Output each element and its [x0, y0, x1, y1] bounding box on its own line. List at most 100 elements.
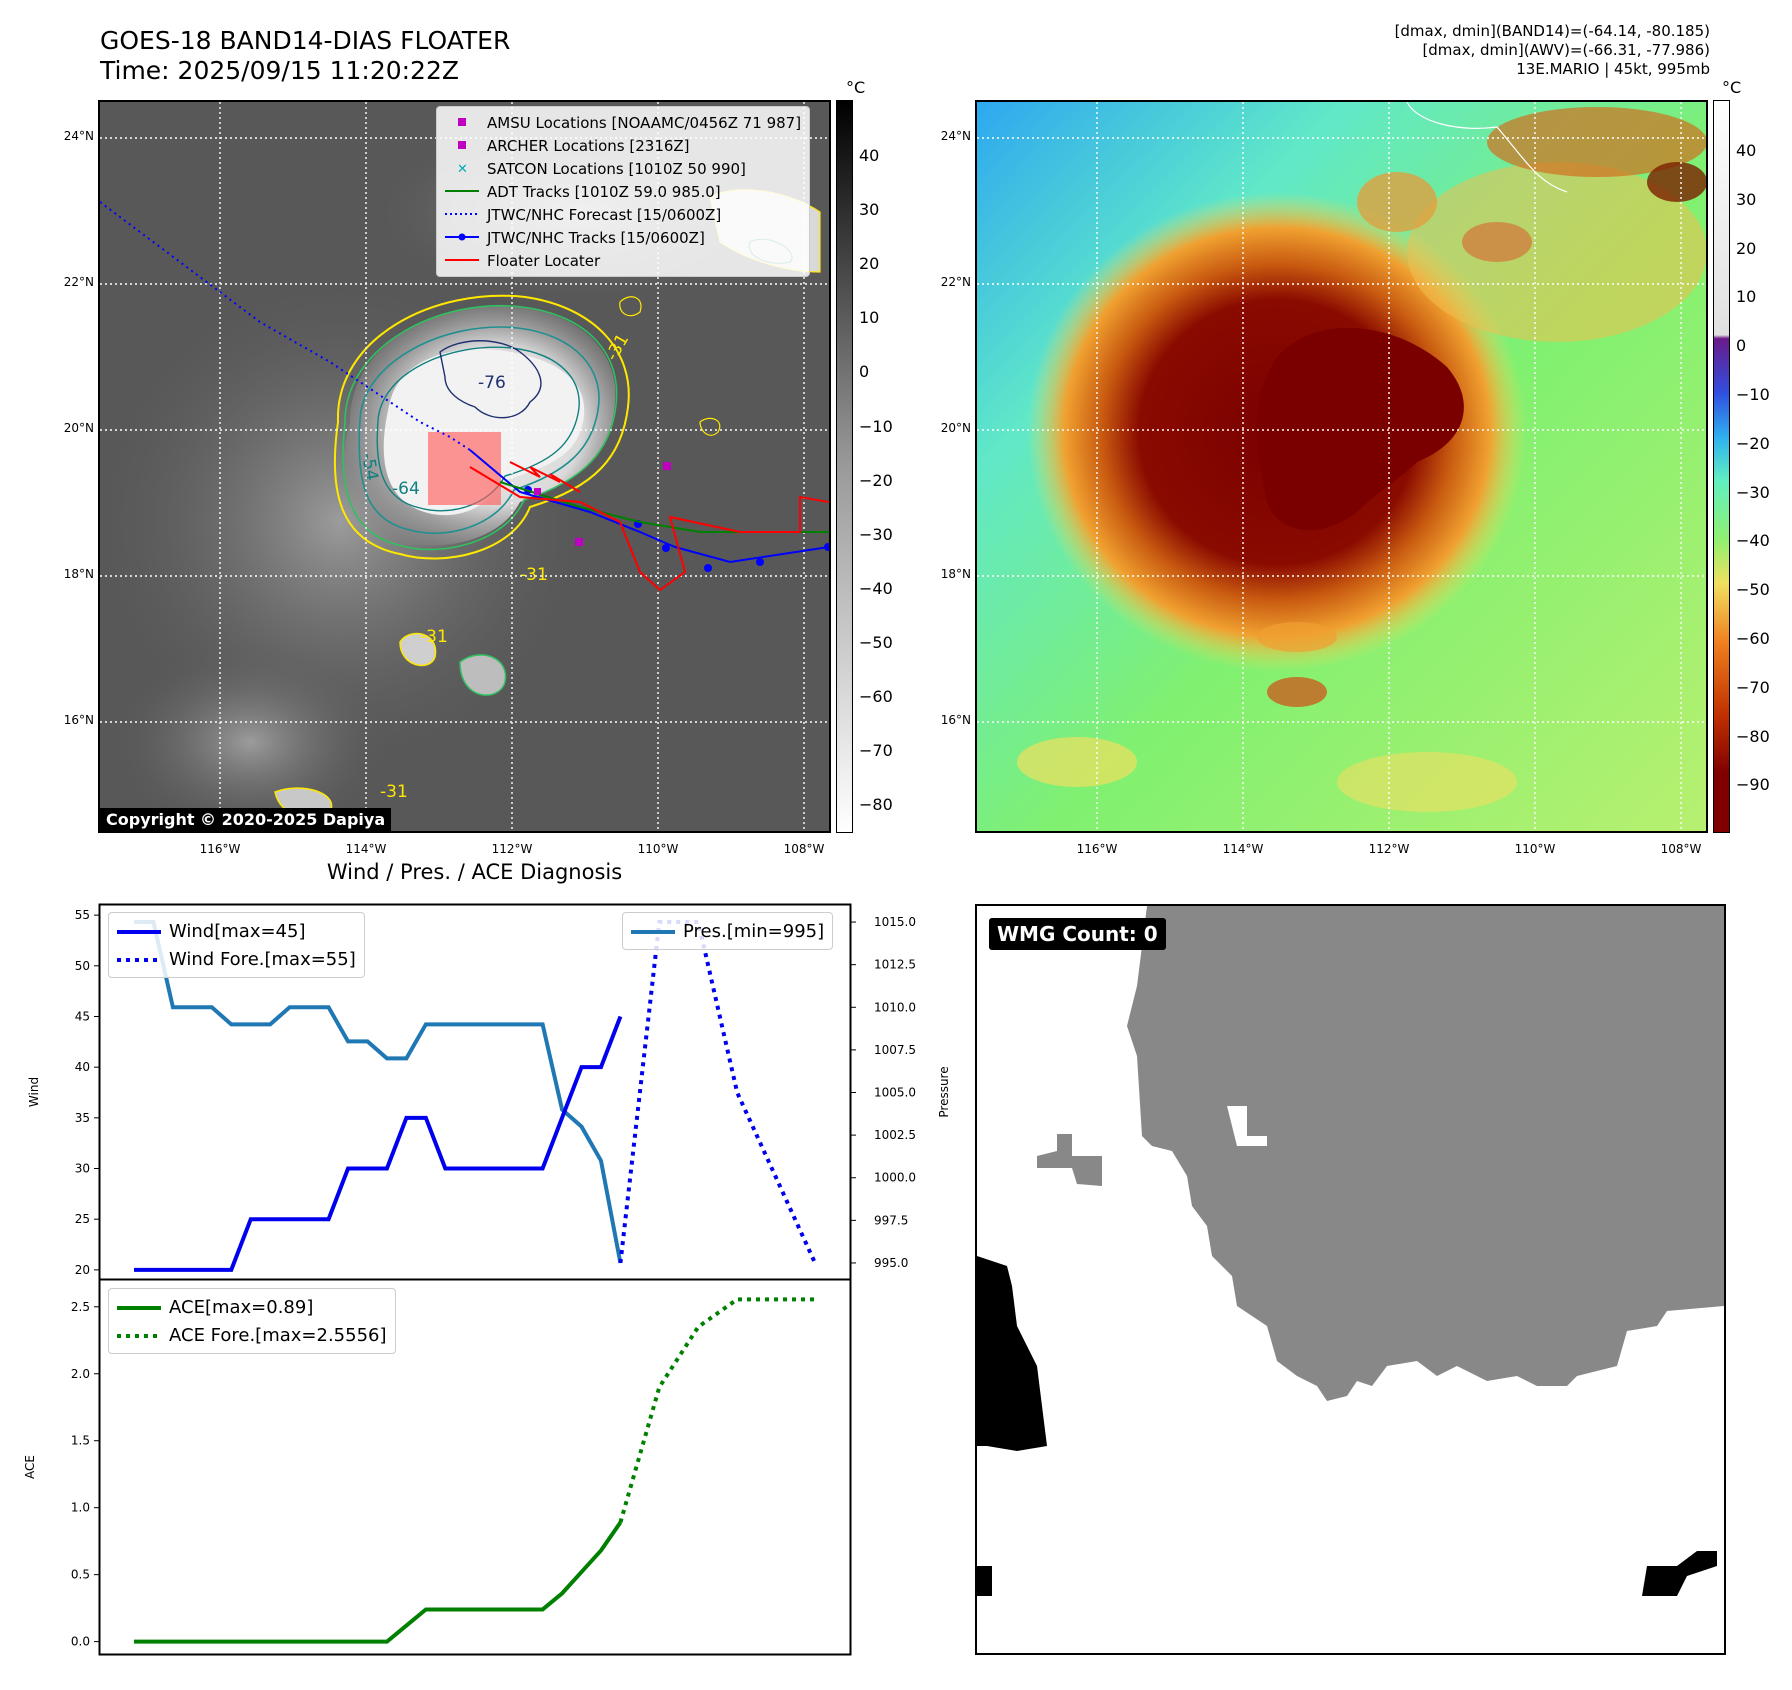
pressure-line — [134, 920, 623, 1264]
map-legend-label: Floater Locater — [487, 251, 601, 270]
pressure-tick-label: 1012.5 — [874, 958, 916, 972]
gray-colorbar-unit: °C — [846, 78, 866, 97]
gray-colorbar-tick: −80 — [859, 795, 893, 815]
wmg-count-label: WMG Count: 0 — [989, 918, 1166, 950]
pressure-tick-label: 997.5 — [874, 1213, 908, 1227]
gray-colorbar-tick: −50 — [859, 632, 893, 652]
gray-colorbar-tick: −60 — [859, 687, 893, 706]
contour-label: -31 — [380, 782, 408, 802]
gray-colorbar-tick: −70 — [859, 741, 893, 761]
ace-tick-label: 1.0 — [71, 1501, 90, 1515]
lon-tick-label: 116°W — [199, 842, 241, 856]
color-colorbar — [1713, 100, 1730, 833]
contour-label: -31 — [520, 565, 548, 585]
wind-ace-chart: Wind Pressure ACE 55 50 45 40 35 30 25 20 1015.0… — [23, 903, 951, 1656]
map-legend-item: Floater Locater — [445, 249, 801, 272]
contour-label: -76 — [478, 373, 506, 393]
lat-tick-label: 24°N — [940, 129, 971, 143]
lon-tick-label: 110°W — [637, 842, 679, 856]
color-colorbar-tick: −30 — [1736, 482, 1770, 502]
wind-legend: Wind[max=45] Wind Fore.[max=55] — [108, 912, 365, 978]
map-legend-label: JTWC/NHC Forecast [15/0600Z] — [487, 205, 722, 224]
lon-tick-label: 112°W — [491, 842, 533, 856]
pressure-tick-label: 995.0 — [874, 1256, 908, 1270]
pressure-legend-label: Pres.[min=995] — [683, 920, 825, 942]
color-colorbar-tick: 30 — [1736, 189, 1757, 209]
svg-text:✕: ✕ — [457, 162, 468, 174]
legend-symbol-icon — [445, 137, 479, 155]
color-colorbar-tick: −60 — [1736, 629, 1770, 648]
contour-label: -31 — [420, 627, 448, 647]
wind-legend-label: Wind[max=45] — [169, 920, 306, 942]
lat-tick-label: 20°N — [940, 421, 971, 435]
lon-tick-label: 110°W — [1514, 842, 1556, 856]
wmg-mask-image — [977, 906, 1724, 1596]
contour-label: -64 — [392, 479, 420, 499]
awv-map-panel — [975, 100, 1708, 833]
ace-tick-label: 2.5 — [71, 1300, 90, 1314]
gray-colorbar-tick: −40 — [859, 578, 893, 598]
lat-tick-label: 18°N — [63, 567, 94, 581]
color-colorbar-tick: −80 — [1736, 726, 1770, 746]
copyright-label: Copyright © 2020-2025 Dapiya — [100, 808, 392, 831]
nhc-track — [469, 449, 829, 564]
info-line-2: [dmax, dmin](AWV)=(-66.31, -77.986) — [1422, 41, 1710, 59]
wind-line — [134, 1015, 623, 1272]
lat-tick-label: 18°N — [940, 567, 971, 581]
map-legend-item: ADT Tracks [1010Z 59.0 985.0] — [445, 180, 801, 203]
wind-forecast-legend-label: Wind Fore.[max=55] — [169, 948, 356, 970]
color-colorbar-tick: 40 — [1736, 141, 1757, 160]
lon-tick-label: 114°W — [345, 842, 387, 856]
lon-tick-label: 112°W — [1368, 842, 1410, 856]
legend-symbol-icon — [445, 252, 479, 270]
legend-symbol-icon — [445, 114, 479, 132]
gray-colorbar — [836, 100, 853, 833]
wind-axis-label: Wind — [27, 1077, 41, 1107]
title-line-2: Time: 2025/09/15 11:20:22Z — [100, 56, 459, 85]
color-colorbar-tick: 10 — [1736, 287, 1757, 307]
lat-tick-label: 16°N — [940, 713, 971, 727]
gray-colorbar-tick: −20 — [859, 470, 893, 490]
pressure-tick-label: 1005.0 — [874, 1086, 916, 1100]
color-colorbar-tick: −10 — [1736, 385, 1770, 404]
floater-box — [428, 432, 501, 505]
diagnosis-title: Wind / Pres. / ACE Diagnosis — [326, 860, 623, 884]
wind-tick-label: 55 — [75, 908, 90, 922]
legend-symbol-icon — [445, 183, 479, 201]
floater-locater-track — [469, 466, 829, 592]
pressure-forecast-line — [618, 920, 817, 1264]
pressure-legend: Pres.[min=995] — [622, 912, 834, 950]
lon-tick-label: 108°W — [783, 842, 825, 856]
color-colorbar-tick: 0 — [1736, 336, 1747, 356]
wind-tick-label: 50 — [75, 959, 90, 973]
ace-legend-label: ACE[max=0.89] — [169, 1296, 314, 1318]
ace-legend: ACE[max=0.89] ACE Fore.[max=2.5556] — [108, 1288, 396, 1354]
lat-tick-label: 22°N — [940, 275, 971, 289]
map-legend-item: JTWC/NHC Forecast [15/0600Z] — [445, 203, 801, 226]
gray-colorbar-tick: 20 — [859, 254, 880, 274]
pressure-tick-label: 1015.0 — [874, 915, 916, 929]
gray-colorbar-tick: 10 — [859, 308, 880, 328]
gray-colorbar-tick: −10 — [859, 416, 893, 436]
wind-pres-plot-area — [98, 903, 852, 1281]
map-legend-label: ARCHER Locations [2316Z] — [487, 136, 690, 155]
color-colorbar-tick: −40 — [1736, 531, 1770, 551]
gray-colorbar-tick: 40 — [859, 146, 880, 165]
ace-axis-label: ACE — [23, 1455, 37, 1479]
gray-colorbar-tick: −30 — [859, 524, 893, 544]
map-legend-item: ARCHER Locations [2316Z] — [445, 134, 801, 157]
lat-tick-label: 20°N — [63, 421, 94, 435]
wind-tick-label: 20 — [75, 1263, 90, 1277]
map-legend-item: AMSU Locations [NOAAMC/0456Z 71 987] — [445, 111, 801, 134]
lon-tick-label: 116°W — [1076, 842, 1118, 856]
map-legend-label: ADT Tracks [1010Z 59.0 985.0] — [487, 182, 721, 201]
ace-tick-label: 0.5 — [71, 1568, 90, 1582]
wind-tick-label: 30 — [75, 1162, 90, 1176]
map-legend-label: SATCON Locations [1010Z 50 990] — [487, 159, 746, 178]
contour-label: -54 — [357, 451, 382, 482]
awv-gridlines — [977, 102, 1706, 831]
legend-symbol-icon — [445, 206, 479, 224]
map-legend-item: ✕ SATCON Locations [1010Z 50 990] — [445, 157, 801, 180]
wmg-panel: WMG Count: 0 — [975, 904, 1726, 1655]
ir-map-panel: -76 -54 -64 -31 -31 -31 -31 — [98, 100, 831, 833]
